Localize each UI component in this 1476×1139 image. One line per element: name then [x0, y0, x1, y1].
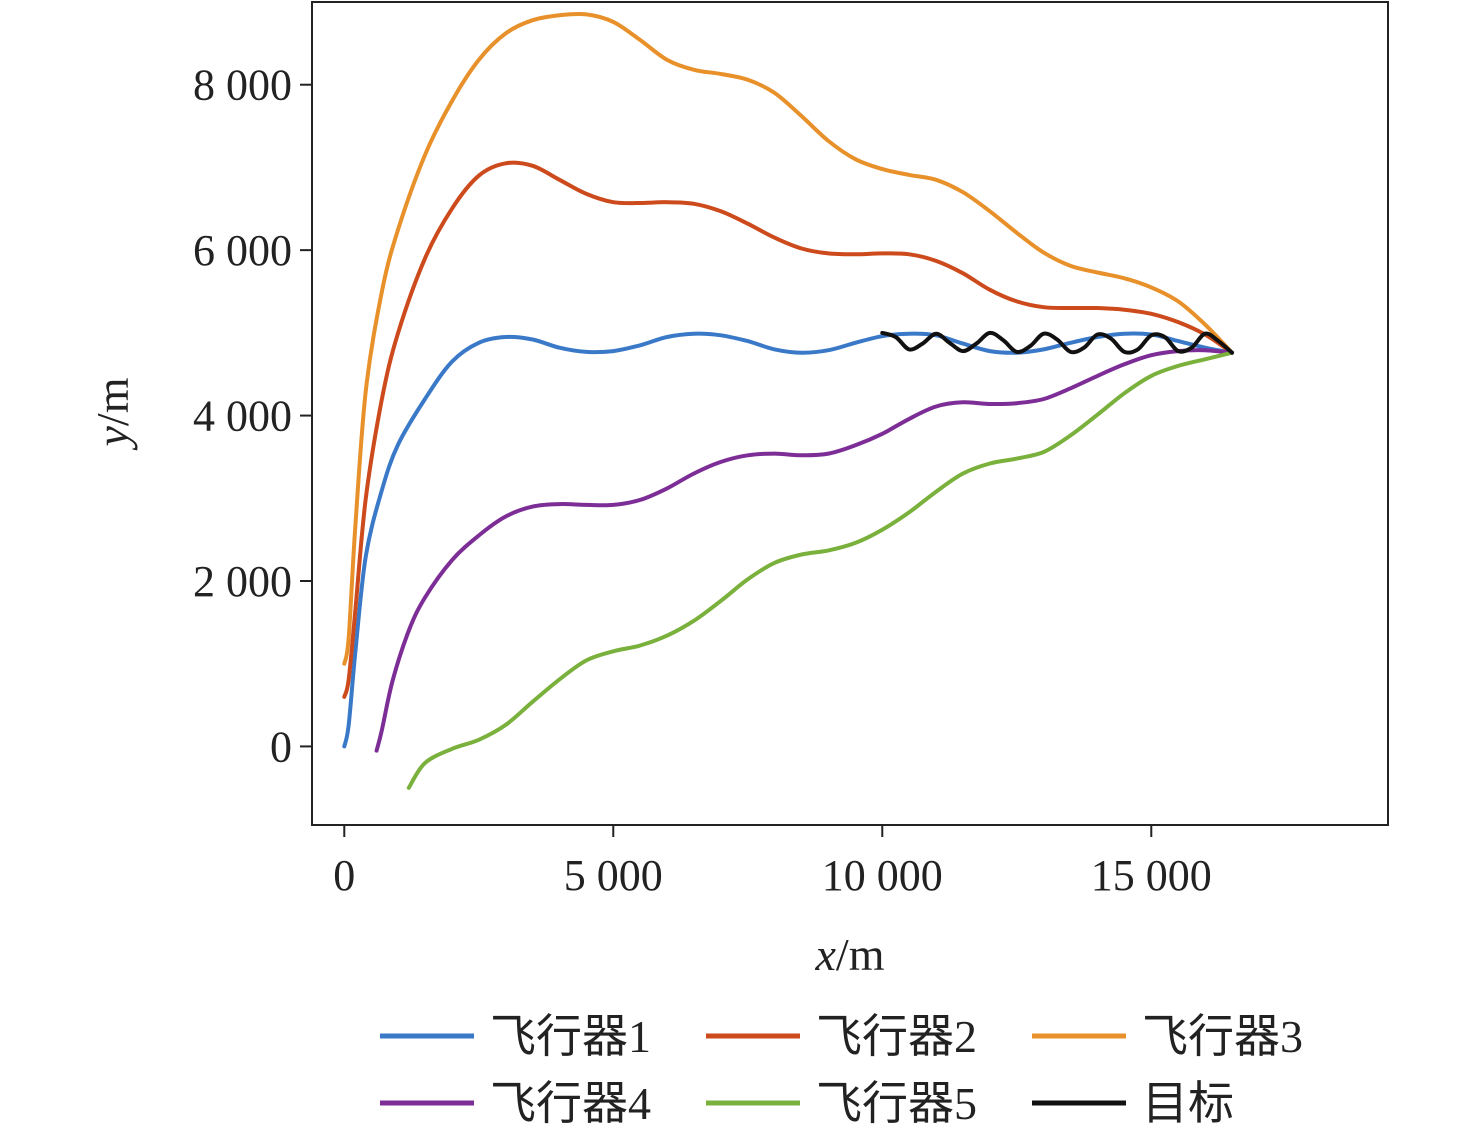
legend-label-6: 目标	[1142, 1078, 1234, 1129]
legend-label-2: 飞行器2	[816, 1011, 977, 1062]
series-line-5	[406, 350, 1234, 790]
y-tick-label: 0	[270, 722, 292, 771]
x-tick-label: 15 000	[1091, 851, 1212, 900]
series-line-6	[880, 330, 1234, 355]
x-axis-label-var: x	[815, 929, 837, 980]
legend-label-3: 飞行器3	[1142, 1011, 1303, 1062]
y-axis-ticks: 0 2 000 4 000 6 000 8 000	[193, 61, 312, 771]
x-axis-ticks: 0 5 000 10 000 15 000	[333, 825, 1212, 900]
x-tick-label: 0	[333, 851, 355, 900]
y-tick-label: 6 000	[193, 226, 292, 275]
x-axis-label-unit: /m	[836, 929, 885, 980]
x-tick-label: 5 000	[564, 851, 663, 900]
y-axis-label: y/m	[87, 377, 138, 450]
x-tick-label: 10 000	[822, 851, 943, 900]
legend-label-4: 飞行器4	[490, 1078, 651, 1129]
series-line-2	[342, 160, 1234, 699]
legend-label-1: 飞行器1	[490, 1011, 651, 1062]
x-axis-label: x/m	[815, 929, 885, 980]
y-tick-label: 4 000	[193, 392, 292, 441]
plot-area-frame	[311, 1, 1389, 826]
series-line-1	[342, 331, 1234, 749]
series-line-3	[342, 11, 1234, 666]
y-tick-label: 8 000	[193, 61, 292, 110]
legend: 飞行器1 飞行器2 飞行器3 飞行器4 飞行器5 目标	[380, 1011, 1303, 1129]
series-line-4	[374, 348, 1234, 753]
y-tick-label: 2 000	[193, 557, 292, 606]
y-axis-label-var: y	[87, 425, 138, 450]
legend-label-5: 飞行器5	[816, 1078, 977, 1129]
series-layer	[342, 11, 1234, 790]
y-axis-label-unit: /m	[87, 377, 138, 426]
